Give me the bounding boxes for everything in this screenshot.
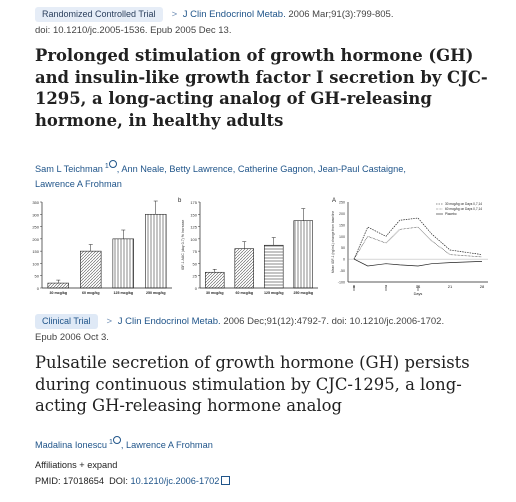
author-link[interactable]: Sam L Teichman [35, 164, 103, 175]
x-tick-label: 28 [480, 284, 485, 289]
y-tick-label: 100 [190, 237, 197, 242]
citation-text: 2006 Mar;91(3):799-805. [288, 9, 394, 20]
x-tick-label: 60 mcg/kg [82, 291, 100, 295]
article2-authors: Madalina Ionescu 1, Lawrence A Frohman [35, 436, 505, 453]
affiliations-row: Affiliations + expand [35, 458, 117, 473]
y-tick-label: -50 [340, 269, 345, 273]
y-tick-label: 0 [343, 258, 345, 262]
y-tick-label: 100 [339, 235, 345, 239]
legend-label: Placebo [445, 212, 457, 216]
bar [47, 282, 69, 289]
bar [80, 250, 102, 289]
x-tick-label: 125 mcg/kg [113, 291, 133, 295]
x-tick-label: 30 mcg/kg [49, 291, 67, 295]
citation-text: 2006 Dec;91(12):4792-7. doi: 10.1210/jc.… [223, 316, 445, 327]
doi-label: DOI: [109, 476, 128, 486]
author-link[interactable]: Catherine Gagnon [237, 164, 313, 175]
author-link[interactable]: Lawrence A Frohman [125, 440, 213, 451]
y-tick-label: 0 [37, 286, 40, 291]
chart-mid: b 175 150 125 100 75 50 25 0 IGF-1 AUC (day 0-7) … [178, 198, 318, 295]
identifiers-row: PMID: 17018654 DOI: 10.1210/jc.2006-1702 [35, 474, 231, 489]
affiliation-icon [112, 436, 121, 444]
x-tick-label: 250 mcg/kg [293, 291, 313, 295]
y-tick-label: 300 [32, 212, 39, 217]
y-tick-label: 200 [339, 212, 345, 216]
x-tick-label: 0 [353, 284, 356, 289]
article2-epub: Epub 2006 Oct 3. [35, 332, 109, 343]
x-axis-label: Days [414, 292, 423, 296]
y-tick-label: 150 [339, 223, 345, 227]
affiliation-marker[interactable]: 1 [103, 160, 117, 170]
y-tick-label: 175 [190, 200, 197, 205]
y-tick-label: 0 [195, 286, 198, 291]
bar [264, 244, 284, 289]
x-tick-label: 7 [385, 284, 388, 289]
series-line [353, 226, 483, 260]
y-tick-label: 50 [193, 261, 198, 266]
article2-citation: Clinical Trial > J Clin Endocrinol Metab.… [35, 314, 505, 329]
bar [234, 248, 254, 289]
bar [293, 220, 313, 289]
journal-link[interactable]: J Clin Endocrinol Metab. [182, 9, 286, 20]
y-tick-label: 250 [339, 201, 345, 205]
publication-type-badge[interactable]: Clinical Trial [35, 314, 98, 329]
expand-button[interactable]: + expand [79, 460, 118, 470]
x-tick-label: 21 [448, 284, 453, 289]
y-tick-label: 25 [193, 274, 198, 279]
y-tick-label: 75 [193, 249, 198, 254]
x-tick-label: 125 mcg/kg [264, 291, 284, 295]
y-tick-label: 125 [190, 225, 197, 230]
panel-letter: b [178, 198, 182, 204]
y-tick-label: -100 [338, 281, 345, 285]
publication-type-badge[interactable]: Randomized Controlled Trial [35, 7, 163, 22]
x-tick-label: 60 mcg/kg [235, 291, 253, 295]
article1-citation: Randomized Controlled Trial > J Clin Endo… [35, 7, 505, 22]
y-tick-label: 150 [32, 249, 39, 254]
author-link[interactable]: Ann Neale [121, 164, 165, 175]
doi-link[interactable]: 10.1210/jc.2006-1702 [130, 476, 220, 486]
author-link[interactable]: Lawrence A Frohman [35, 179, 122, 190]
x-tick-label: 30 mcg/kg [206, 291, 224, 295]
y-tick-label: 200 [32, 237, 39, 242]
bar [205, 271, 225, 289]
series-line [353, 258, 483, 267]
chart-left: 350 300 250 200 150 100 50 0 30 mcg/kg 60 mcg/kg 1… [32, 200, 172, 295]
chart-right: A 250 200 150 100 50 0 -50 -100 Mean IGF-1 (ng/mL… [331, 198, 488, 296]
legend-label: 60 mcg/kg on Days 0,7,14 [445, 207, 482, 211]
y-tick-label: 250 [32, 225, 39, 230]
article2-title[interactable]: Pulsatile secretion of growth hormone (G… [35, 353, 470, 415]
affiliation-marker[interactable]: 1 [107, 436, 121, 446]
panel-letter: A [332, 198, 336, 204]
y-axis-label: IGF-1 AUC (day 0-7) % Increase [181, 220, 185, 271]
article1-title[interactable]: Prolonged stimulation of growth hormone … [35, 46, 488, 130]
y-tick-label: 150 [190, 212, 197, 217]
journal-link[interactable]: J Clin Endocrinol Metab. [117, 316, 221, 327]
y-tick-label: 50 [35, 274, 40, 279]
author-link[interactable]: Jean-Paul Castaigne, [318, 164, 406, 175]
bar [145, 213, 167, 289]
article1-doi-line: doi: 10.1210/jc.2005-1536. Epub 2005 Dec… [35, 25, 232, 36]
legend-label: 30 mcg/kg on Days 0,7,14 [445, 202, 482, 206]
affiliation-icon [108, 160, 117, 168]
article1-authors: Sam L Teichman 1, Ann Neale, Betty Lawre… [35, 160, 505, 192]
y-tick-label: 100 [32, 261, 39, 266]
author-link[interactable]: Betty Lawrence [169, 164, 233, 175]
author-link[interactable]: Madalina Ionescu [35, 440, 108, 451]
series-line [353, 217, 483, 260]
y-tick-label: 350 [32, 200, 39, 205]
y-axis-label: Mean IGF-1 (ng/mL) change from baseline [331, 211, 335, 273]
x-tick-label: 250 mcg/kg [146, 291, 166, 295]
external-link-icon [221, 476, 231, 485]
plus-icon: + [79, 460, 85, 470]
bar [112, 238, 134, 289]
affiliations-label: Affiliations [35, 460, 77, 470]
y-tick-label: 50 [341, 246, 345, 250]
pmid: PMID: 17018654 [35, 476, 104, 486]
x-tick-label: 14 [416, 284, 421, 289]
